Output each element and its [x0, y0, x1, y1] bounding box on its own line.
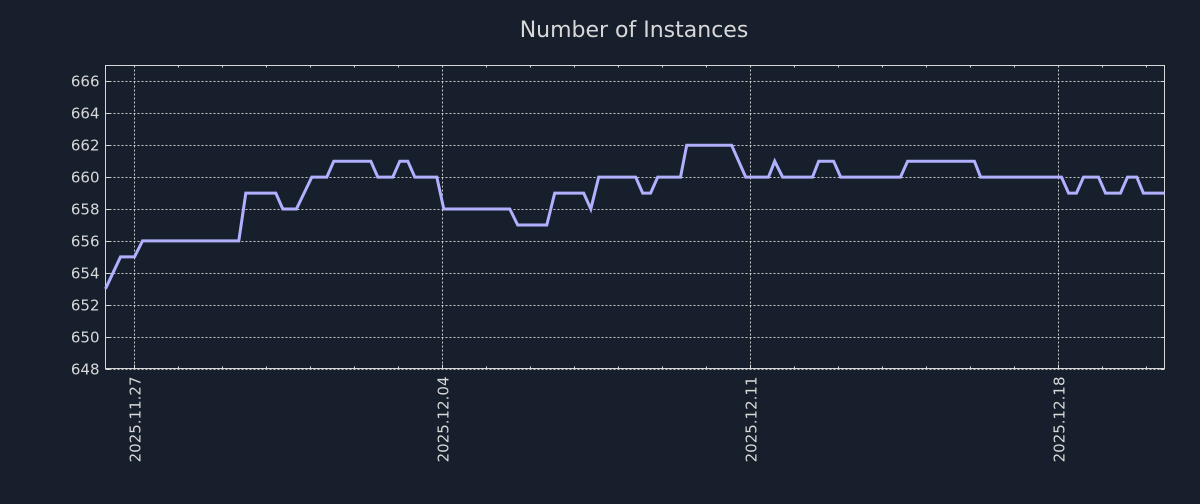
chart-title: Number of Instances — [520, 18, 749, 43]
y-tick-label: 652 — [71, 297, 100, 315]
y-tick-label: 666 — [71, 73, 100, 91]
x-tick-label: 2025.12.04 — [435, 377, 453, 463]
y-tick-label: 654 — [71, 265, 100, 283]
y-tick-label: 650 — [71, 329, 100, 347]
series-line-number-of-instances — [104, 143, 1165, 290]
y-tick-label: 662 — [71, 137, 100, 155]
y-tick-label: 664 — [71, 105, 100, 123]
y-axis: 648 650 652 654 656 658 660 662 664 666 — [71, 73, 1165, 379]
y-tick-label: 648 — [71, 361, 100, 379]
x-tick-label: 2025.12.18 — [1051, 377, 1069, 463]
y-tick-label: 660 — [71, 169, 100, 187]
plot-frame — [105, 65, 1165, 369]
x-axis: 2025.11.27 2025.12.04 2025.12.11 2025.12.18 — [127, 65, 1147, 463]
grid — [105, 65, 1165, 370]
x-tick-label: 2025.12.11 — [743, 377, 761, 463]
y-tick-label: 658 — [71, 201, 100, 219]
x-tick-label: 2025.11.27 — [127, 377, 145, 463]
y-tick-label: 656 — [71, 233, 100, 251]
